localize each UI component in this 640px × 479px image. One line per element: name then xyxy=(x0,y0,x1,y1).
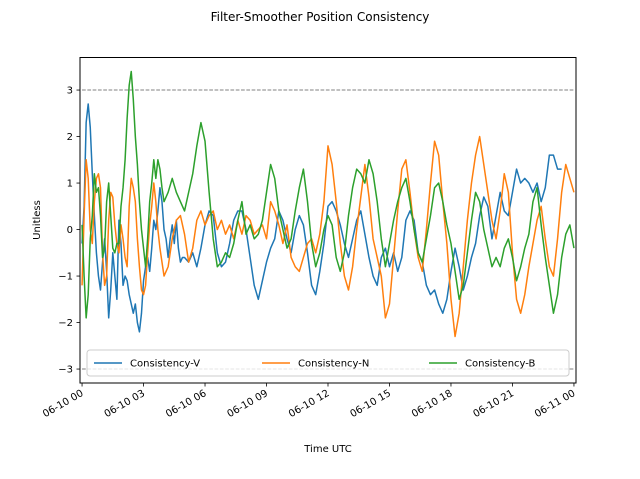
y-axis: −3 −2 −1 0 1 2 3 xyxy=(58,86,80,376)
legend: Consistency-V Consistency-N Consistency-B xyxy=(86,349,570,377)
series-line-consistency-v xyxy=(81,103,562,333)
y-axis-label: Unitless xyxy=(32,200,43,240)
x-tick-label: 06-10 06 xyxy=(164,388,208,420)
legend-box xyxy=(86,349,570,377)
y-tick-label: −2 xyxy=(58,318,73,329)
x-tick-label: 06-11 00 xyxy=(533,388,577,420)
y-tick-label: 0 xyxy=(67,225,73,236)
y-tick-label: 2 xyxy=(67,132,73,143)
x-tick-label: 06-10 21 xyxy=(472,388,516,420)
plot-area xyxy=(81,70,575,370)
y-tick-label: −1 xyxy=(58,272,73,283)
chart-title: Filter-Smoother Position Consistency xyxy=(211,10,430,24)
x-tick-label: 06-10 18 xyxy=(410,388,454,420)
x-tick-label: 06-10 03 xyxy=(103,388,147,420)
x-tick-label: 06-10 15 xyxy=(349,388,393,420)
x-axis: 06-10 00 06-10 03 06-10 06 06-10 09 06-10 12… xyxy=(41,383,577,420)
x-tick-label: 06-10 00 xyxy=(41,388,85,420)
y-tick-label: 3 xyxy=(67,86,73,97)
legend-label: Consistency-N xyxy=(298,359,369,370)
x-tick-label: 06-10 09 xyxy=(226,388,270,420)
y-tick-label: 1 xyxy=(67,179,73,190)
x-axis-label: Time UTC xyxy=(303,444,351,455)
y-tick-label: −3 xyxy=(58,365,73,376)
x-tick-label: 06-10 12 xyxy=(287,388,331,420)
legend-label: Consistency-B xyxy=(465,359,536,370)
series-line-consistency-b xyxy=(81,70,575,319)
series-line-consistency-n xyxy=(81,135,575,338)
legend-label: Consistency-V xyxy=(130,359,200,370)
